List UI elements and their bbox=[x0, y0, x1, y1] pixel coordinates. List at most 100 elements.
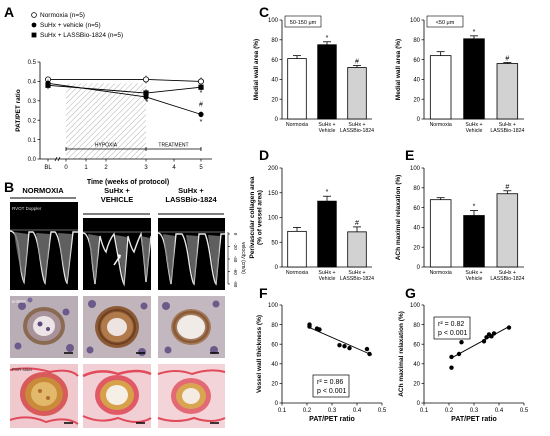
p-value: p < 0.001 bbox=[438, 330, 467, 337]
psr-image-vehicle bbox=[82, 364, 152, 428]
hypoxia-shaded-region bbox=[66, 83, 146, 159]
stats-box bbox=[312, 374, 350, 398]
panel-c-bar-chart-50-150: 0 20 40 60 80 100 Medial wall area (%) 50-150 μ… bbox=[253, 15, 374, 134]
psr-image-lassbio bbox=[157, 364, 226, 428]
y-axis-label: Perivascular collagen area(% of vessel a… bbox=[249, 176, 264, 258]
x-tick-label: 4 bbox=[172, 165, 176, 171]
data-point bbox=[45, 82, 51, 88]
data-point bbox=[197, 78, 204, 85]
y-axis-label: Medial wall area (%) bbox=[395, 39, 402, 100]
data-point bbox=[491, 331, 497, 336]
significance-mark: # bbox=[505, 184, 509, 191]
significance-mark: * bbox=[146, 100, 149, 107]
bar bbox=[496, 193, 519, 268]
y-tick-label: 0 bbox=[417, 401, 421, 407]
data-point bbox=[506, 325, 512, 330]
y-tick-label: 40 bbox=[413, 226, 420, 232]
y-tick-label: 20 bbox=[413, 382, 420, 388]
x-axis-label: PAT/PET ratio bbox=[451, 416, 497, 423]
y-tick-label: 40 bbox=[271, 78, 278, 84]
category-label: SuHx + Vehicle bbox=[465, 122, 482, 134]
x-tick-label: 0.1 bbox=[278, 408, 287, 414]
significance-mark: * bbox=[326, 35, 329, 42]
y-tick-label: 60 bbox=[413, 342, 420, 348]
r-squared-value: r² = 0.82 bbox=[438, 321, 464, 328]
category-label: SuHx + LASSBio-1824 bbox=[340, 270, 374, 282]
y-tick-label: 60 bbox=[413, 58, 420, 64]
significance-mark: # bbox=[199, 102, 203, 109]
category-label: SuHx + LASSBio-1824 bbox=[490, 270, 524, 282]
data-point bbox=[337, 342, 342, 348]
category-label: SuHx + Vehicle bbox=[465, 270, 482, 282]
x-tick-label: 0.2 bbox=[445, 408, 454, 414]
bar bbox=[287, 58, 307, 120]
data-point bbox=[364, 346, 370, 352]
y-tick-label: 100 bbox=[410, 18, 421, 24]
doppler-image-normoxia: RVOT Doppler bbox=[9, 202, 78, 290]
x-tick-label: 0.4 bbox=[495, 408, 504, 414]
x-axis-label: PAT/PET ratio bbox=[309, 416, 355, 423]
x-tick-label: 3 bbox=[144, 165, 148, 171]
data-point bbox=[347, 345, 352, 351]
bar bbox=[287, 230, 307, 268]
column-header-vehicle: SuHx + VEHICLE bbox=[101, 186, 134, 204]
y-tick-label: 80 bbox=[271, 38, 278, 44]
doppler-image-vehicle bbox=[82, 218, 152, 290]
panel-c-bar-chart-under-50: 0 20 40 60 80 100 Medial wall area (%) <50 μm No… bbox=[395, 15, 524, 134]
y-tick-label: 40 bbox=[413, 362, 420, 368]
y-tick-label: 100 bbox=[268, 18, 279, 24]
y-tick-label: 100 bbox=[410, 303, 421, 309]
size-range-box bbox=[426, 15, 464, 28]
data-point bbox=[449, 365, 454, 370]
data-point bbox=[449, 354, 454, 360]
y-tick-label: 40 bbox=[271, 362, 278, 368]
category-label: Normoxia bbox=[286, 270, 308, 276]
panel-letter-e: E bbox=[405, 147, 414, 163]
category-label: SuHx + LASSBio-1824 bbox=[340, 122, 374, 134]
category-label: Normoxia bbox=[286, 122, 308, 128]
velocity-tick-label: -20 bbox=[233, 243, 238, 250]
y-tick-label: 0.4 bbox=[28, 80, 37, 86]
data-point bbox=[459, 340, 464, 345]
x-tick-label: 0.3 bbox=[328, 408, 337, 414]
y-tick-label: 20 bbox=[271, 97, 278, 103]
panel-d-bar-chart: 0 50 100 150 200 Perivascular collagen area(%… bbox=[249, 166, 374, 282]
y-tick-label: 150 bbox=[268, 191, 279, 197]
y-tick-label: 20 bbox=[413, 245, 420, 251]
data-point bbox=[198, 84, 204, 90]
data-point bbox=[481, 339, 487, 344]
velocity-tick-label: -40 bbox=[233, 256, 238, 263]
panel-letter-d: D bbox=[259, 147, 269, 163]
hypoxia-label: HYPOXIA bbox=[95, 143, 118, 149]
bar bbox=[463, 38, 485, 120]
x-tick-label: BL bbox=[44, 165, 52, 171]
y-tick-label: 60 bbox=[271, 58, 278, 64]
significance-mark: # bbox=[355, 220, 359, 227]
column-header-normoxia: NORMOXIA bbox=[22, 186, 64, 195]
y-tick-label: 200 bbox=[268, 166, 279, 172]
stats-box bbox=[433, 316, 471, 340]
bar bbox=[317, 200, 337, 268]
y-tick-label: 80 bbox=[271, 323, 278, 329]
x-tick-label: 0 bbox=[64, 165, 68, 171]
y-tick-label: 60 bbox=[271, 342, 278, 348]
significance-mark: # bbox=[355, 59, 359, 66]
data-point bbox=[367, 351, 372, 357]
x-tick-label: 0.2 bbox=[303, 408, 312, 414]
y-axis-label: ACh maximal relaxation (%) bbox=[398, 311, 405, 397]
data-point bbox=[489, 334, 494, 339]
data-point bbox=[142, 76, 149, 83]
size-range-label: <50 μm bbox=[436, 20, 455, 26]
velocity-tick-label: -60 bbox=[233, 268, 238, 275]
significance-mark: * bbox=[200, 119, 203, 126]
y-tick-label: 80 bbox=[413, 186, 420, 192]
legend-marker-vehicle bbox=[31, 22, 37, 28]
x-tick-label: 2 bbox=[104, 165, 108, 171]
x-tick-label: 0.5 bbox=[520, 408, 529, 414]
panel-letter-g: G bbox=[405, 285, 416, 301]
psr-image-normoxia: PSR stain bbox=[9, 364, 79, 428]
y-tick-label: 100 bbox=[410, 166, 421, 172]
regression-line bbox=[451, 326, 510, 359]
legend-marker-normoxia bbox=[31, 12, 37, 18]
panel-letter-a: A bbox=[4, 4, 14, 20]
